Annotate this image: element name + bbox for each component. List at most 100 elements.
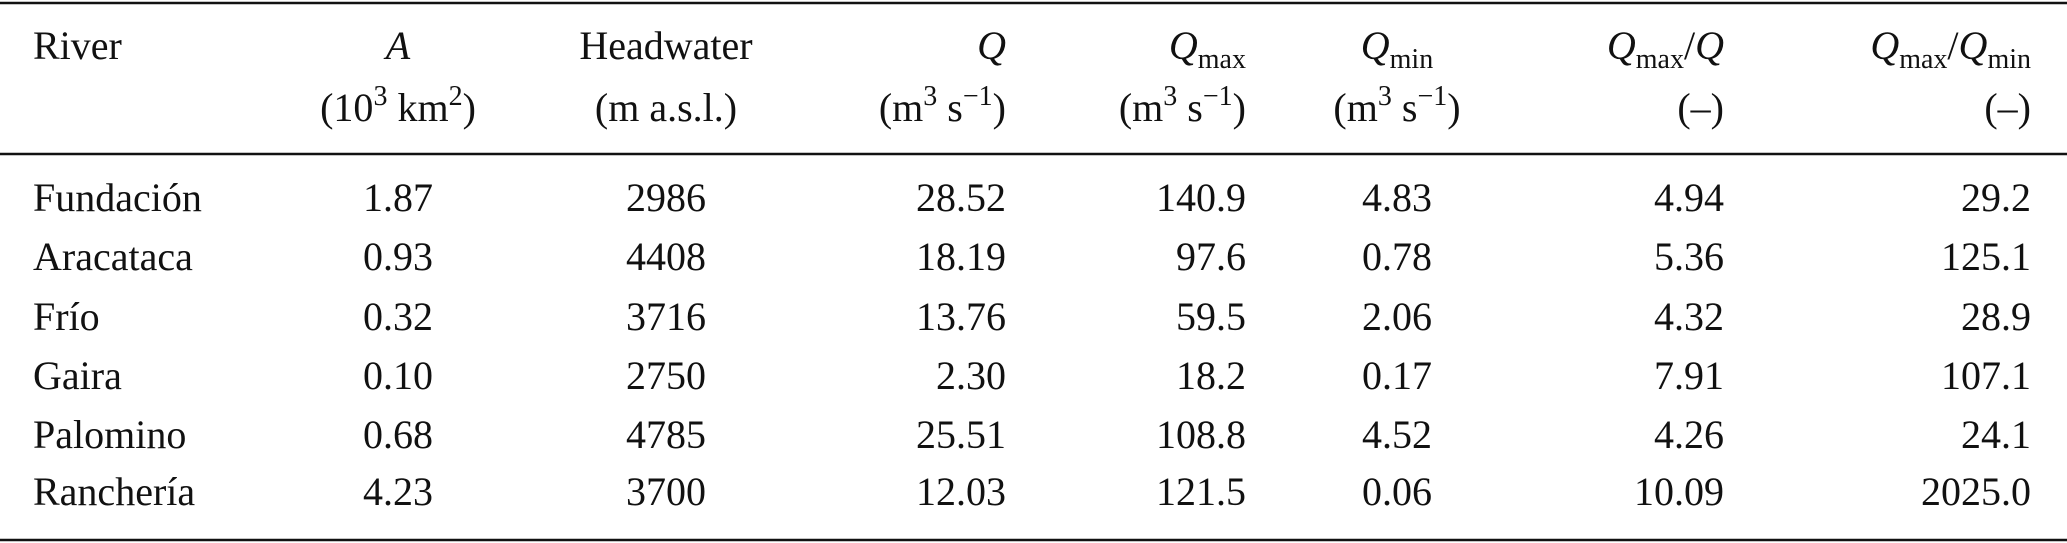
header-cell: Headwater (579, 23, 752, 68)
cell-value: 2750 (626, 353, 706, 398)
river-name: Palomino (33, 412, 186, 457)
cell-value: 25.51 (916, 412, 1006, 457)
header-segment: −1 (1417, 81, 1447, 112)
header-segment: km (387, 85, 448, 130)
cell-value: 4.94 (1654, 175, 1724, 220)
header-segment: s (937, 85, 963, 130)
cell-value: 29.2 (1961, 175, 2031, 220)
cell-value: 24.1 (1961, 412, 2031, 457)
cell-value: 0.17 (1362, 353, 1432, 398)
header-segment: 3 (923, 81, 937, 112)
river-name: Frío (33, 294, 100, 339)
header-segment: (10 (320, 85, 373, 130)
header-cell: (m3 s−1) (1333, 81, 1460, 130)
header-cell: (–) (1677, 85, 1724, 130)
header-segment: −1 (1203, 81, 1233, 112)
cell-value: 108.8 (1156, 412, 1246, 457)
header-segment: Q (1361, 23, 1390, 68)
cell-value: 140.9 (1156, 175, 1246, 220)
cell-value: 0.32 (363, 294, 433, 339)
header-cell: Qmax (1169, 23, 1246, 75)
header-segment: Q (1169, 23, 1198, 68)
header-segment: 3 (373, 81, 387, 112)
cell-value: 18.2 (1176, 353, 1246, 398)
river-name: Aracataca (33, 234, 193, 279)
cell-value: 4.23 (363, 469, 433, 514)
cell-value: 13.76 (916, 294, 1006, 339)
cell-value: 0.06 (1362, 469, 1432, 514)
header-cell: Qmax/Q (1607, 23, 1724, 75)
cell-value: 0.68 (363, 412, 433, 457)
header-cell: (103 km2) (320, 81, 476, 130)
cell-value: 3716 (626, 294, 706, 339)
cell-value: 0.78 (1362, 234, 1432, 279)
header-segment: max (1198, 44, 1246, 75)
header-cell: (m3 s−1) (879, 81, 1006, 130)
cell-value: 107.1 (1941, 353, 2031, 398)
header-segment: (m (879, 85, 923, 130)
cell-value: 4.52 (1362, 412, 1432, 457)
header-segment: Q (1695, 23, 1724, 68)
cell-value: 3700 (626, 469, 706, 514)
cell-value: 2025.0 (1921, 469, 2031, 514)
river-name: Fundación (33, 175, 202, 220)
cell-value: 2986 (626, 175, 706, 220)
header-segment: ) (1447, 85, 1460, 130)
cell-value: 12.03 (916, 469, 1006, 514)
cell-value: 97.6 (1176, 234, 1246, 279)
header-segment: Q (1607, 23, 1636, 68)
header-cell: (–) (1984, 85, 2031, 130)
header-segment: max (1899, 44, 1947, 75)
header-segment: −1 (963, 81, 993, 112)
header-segment: A (383, 23, 411, 68)
header-segment: / (1684, 23, 1696, 68)
header-segment: (m (1333, 85, 1377, 130)
cell-value: 0.10 (363, 353, 433, 398)
header-segment: Q (1959, 23, 1988, 68)
cell-value: 4.83 (1362, 175, 1432, 220)
cell-value: 10.09 (1634, 469, 1724, 514)
header-segment: 3 (1163, 81, 1177, 112)
river-name: Gaira (33, 353, 122, 398)
river-name: Ranchería (33, 469, 195, 514)
header-segment: ) (463, 85, 476, 130)
header-segment: River (33, 23, 122, 68)
cell-value: 4.32 (1654, 294, 1724, 339)
header-segment: min (1390, 44, 1434, 75)
header-segment: Q (977, 23, 1006, 68)
header-segment: 3 (1378, 81, 1392, 112)
cell-value: 4785 (626, 412, 706, 457)
cell-value: 59.5 (1176, 294, 1246, 339)
header-segment: max (1636, 44, 1684, 75)
cell-value: 121.5 (1156, 469, 1246, 514)
header-cell: Qmax/Qmin (1870, 23, 2031, 75)
cell-value: 7.91 (1654, 353, 1724, 398)
cell-value: 18.19 (916, 234, 1006, 279)
header-segment: (–) (1677, 85, 1724, 130)
header-cell: Qmin (1361, 23, 1433, 75)
cell-value: 0.93 (363, 234, 433, 279)
header-segment: Q (1870, 23, 1899, 68)
cell-value: 28.52 (916, 175, 1006, 220)
header-segment: (m a.s.l.) (595, 85, 737, 130)
cell-value: 125.1 (1941, 234, 2031, 279)
header-segment: ) (993, 85, 1006, 130)
cell-value: 1.87 (363, 175, 433, 220)
header-segment: s (1392, 85, 1418, 130)
header-cell: A (383, 23, 411, 68)
cell-value: 5.36 (1654, 234, 1724, 279)
cell-value: 4408 (626, 234, 706, 279)
cell-value: 2.30 (936, 353, 1006, 398)
header-cell: (m a.s.l.) (595, 85, 737, 130)
cell-value: 2.06 (1362, 294, 1432, 339)
header-segment: 2 (449, 81, 463, 112)
header-segment: ) (1233, 85, 1246, 130)
header-segment: / (1947, 23, 1959, 68)
header-segment: min (1987, 44, 2031, 75)
header-segment: s (1177, 85, 1203, 130)
header-cell: Q (977, 23, 1006, 68)
cell-value: 4.26 (1654, 412, 1724, 457)
cell-value: 28.9 (1961, 294, 2031, 339)
header-segment: Headwater (579, 23, 752, 68)
